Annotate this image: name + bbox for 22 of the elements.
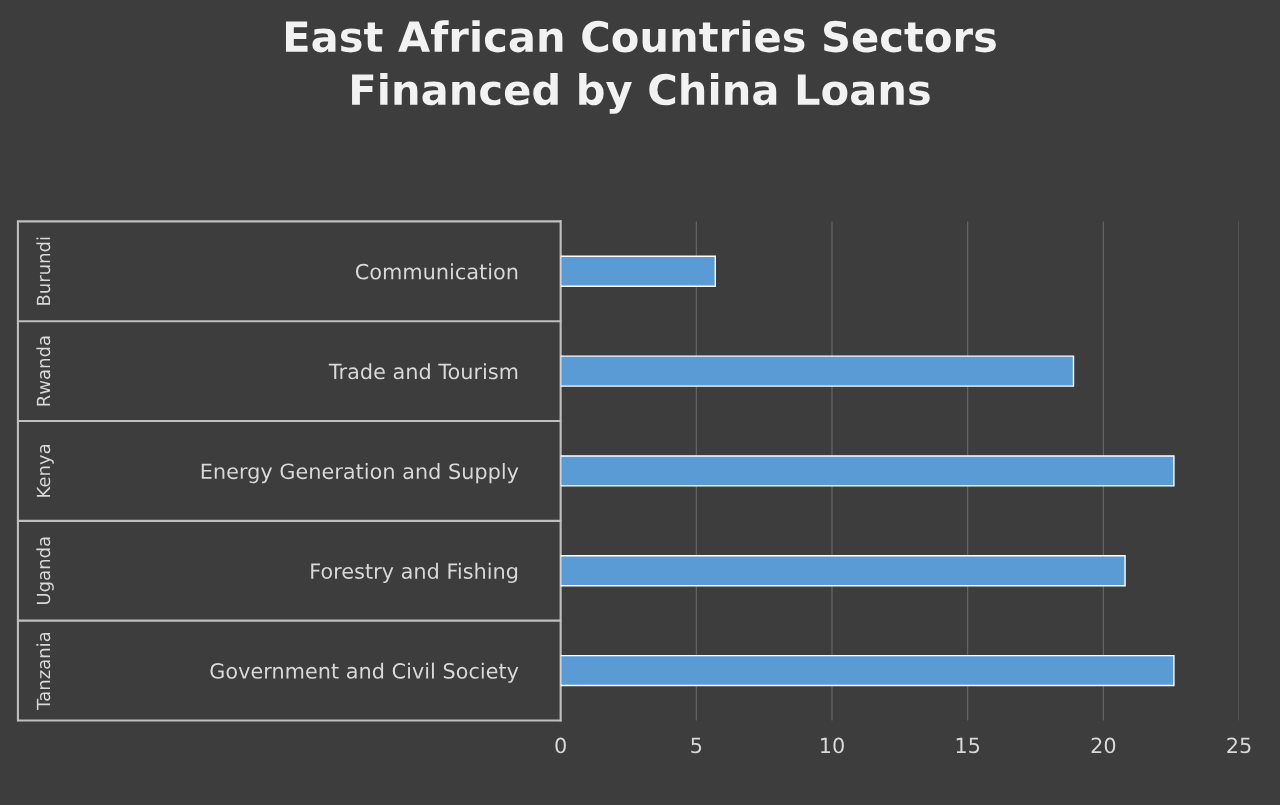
bar (560, 455, 1175, 487)
text: Kenya (36, 444, 54, 497)
y-tick-label: Forestry and Fishing (311, 562, 518, 583)
bar (560, 555, 1126, 587)
text: Burundi (36, 237, 51, 305)
x-tick-label: 20 (1091, 737, 1116, 754)
x-tick-label: 15 (956, 737, 980, 754)
bar (560, 255, 717, 287)
y-tick-label: Trade and Tourism (328, 363, 518, 380)
chart-title: East African Countries Sectors Financed by China Loans (285, 20, 996, 114)
x-tick-label: 25 (1227, 737, 1251, 754)
x-tick-label: 10 (821, 737, 844, 754)
text: Tanzania (36, 632, 51, 710)
bar (560, 355, 1075, 387)
bar (560, 654, 1175, 687)
x-tick-label: 5 (691, 737, 702, 754)
text: Rwanda (36, 336, 51, 406)
text: Uganda (36, 537, 54, 605)
y-tick-label: Energy Generation and Supply (201, 463, 519, 484)
y-tick-label: Communication (355, 263, 518, 280)
y-tick-label: Government and Civil Society (210, 662, 519, 683)
x-tick-label: 0 (555, 737, 566, 754)
